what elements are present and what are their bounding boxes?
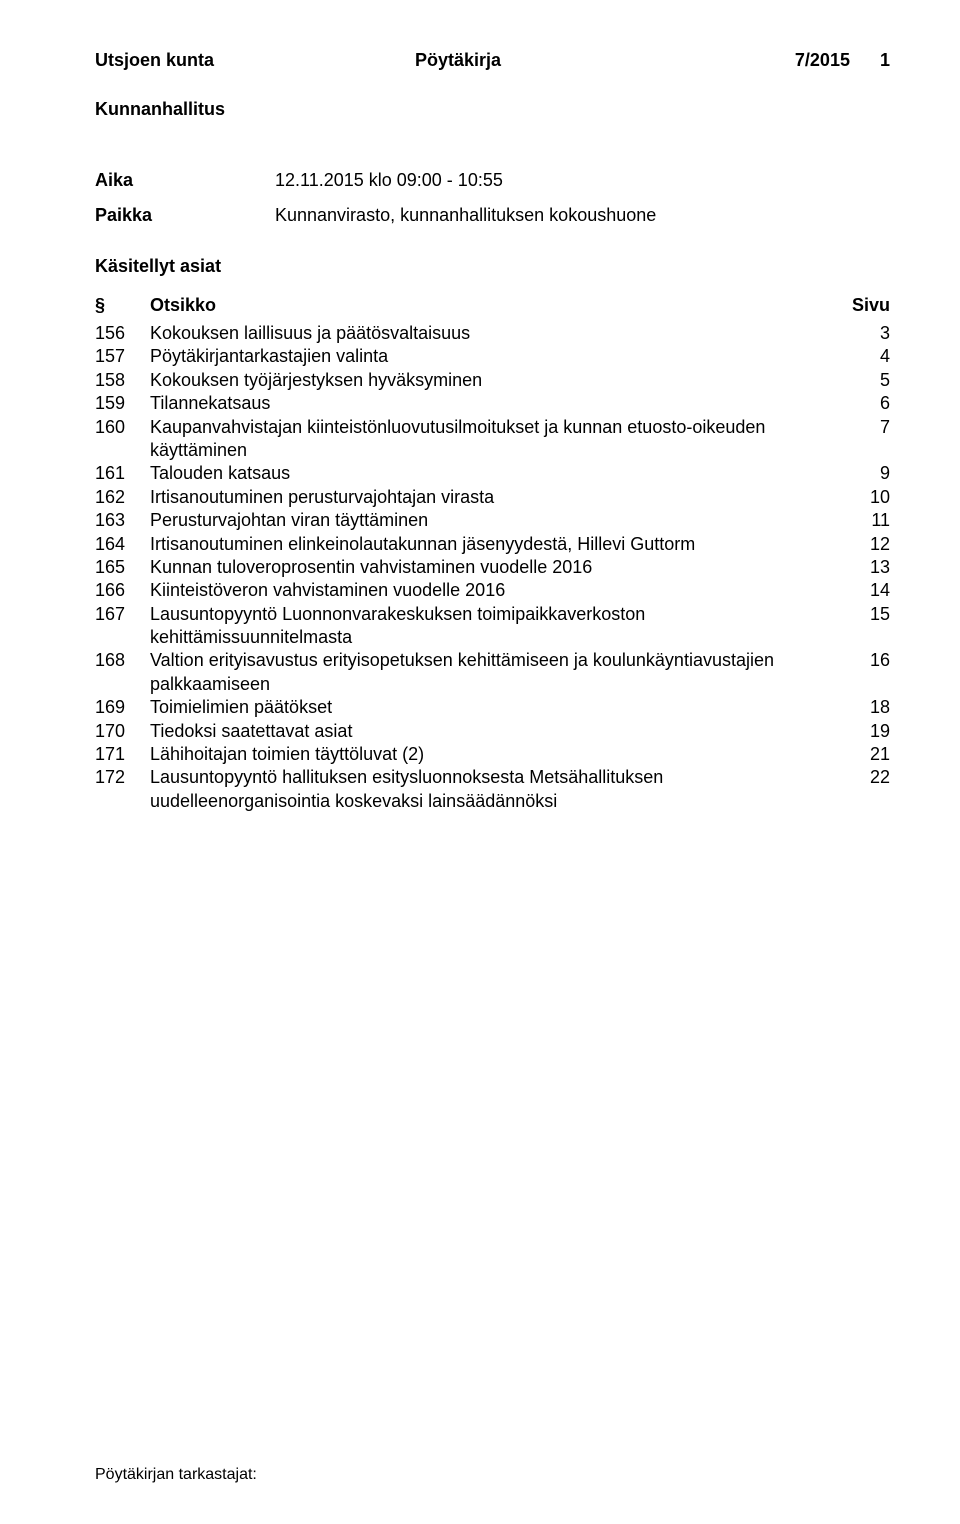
toc-item-num: 163 (95, 509, 150, 532)
toc-item-title: Kokouksen laillisuus ja päätösvaltaisuus (150, 322, 830, 345)
toc-item-num: 157 (95, 345, 150, 368)
meta-place-value: Kunnanvirasto, kunnanhallituksen kokoush… (275, 205, 890, 226)
toc-item-title: Kaupanvahvistajan kiinteistönluovutusilm… (150, 416, 830, 463)
toc-item-page: 7 (830, 416, 890, 439)
toc-item-num: 158 (95, 369, 150, 392)
toc-row: 168Valtion erityisavustus erityisopetuks… (95, 649, 890, 696)
toc-item-title: Lähihoitajan toimien täyttöluvat (2) (150, 743, 830, 766)
doc-page-number: 1 (880, 50, 890, 70)
doc-number-page: 7/2015 1 (675, 50, 890, 71)
toc-body: 156Kokouksen laillisuus ja päätösvaltais… (95, 322, 890, 813)
toc-row: 169Toimielimien päätökset18 (95, 696, 890, 719)
toc-item-title: Talouden katsaus (150, 462, 830, 485)
toc-head-num: § (95, 295, 150, 316)
toc-item-num: 171 (95, 743, 150, 766)
toc-item-page: 14 (830, 579, 890, 602)
toc-item-page: 10 (830, 486, 890, 509)
toc-row: 158Kokouksen työjärjestyksen hyväksymine… (95, 369, 890, 392)
toc-item-num: 167 (95, 603, 150, 626)
org-name: Utsjoen kunta (95, 50, 415, 71)
toc-row: 157Pöytäkirjantarkastajien valinta4 (95, 345, 890, 368)
toc-row: 162Irtisanoutuminen perusturvajohtajan v… (95, 486, 890, 509)
subheading: Kunnanhallitus (95, 99, 890, 120)
toc-item-num: 161 (95, 462, 150, 485)
doc-number: 7/2015 (795, 50, 850, 70)
toc-row: 160Kaupanvahvistajan kiinteistönluovutus… (95, 416, 890, 463)
toc-item-title: Irtisanoutuminen elinkeinolautakunnan jä… (150, 533, 830, 556)
toc-item-num: 162 (95, 486, 150, 509)
toc-row: 164Irtisanoutuminen elinkeinolautakunnan… (95, 533, 890, 556)
toc-item-page: 19 (830, 720, 890, 743)
toc-item-num: 164 (95, 533, 150, 556)
toc-head-title: Otsikko (150, 295, 830, 316)
toc-row: 171Lähihoitajan toimien täyttöluvat (2)2… (95, 743, 890, 766)
toc-row: 165Kunnan tuloveroprosentin vahvistamine… (95, 556, 890, 579)
toc-item-title: Pöytäkirjantarkastajien valinta (150, 345, 830, 368)
toc-item-title: Lausuntopyyntö Luonnonvarakeskuksen toim… (150, 603, 830, 650)
toc-head-page: Sivu (830, 295, 890, 316)
toc-row: 161Talouden katsaus9 (95, 462, 890, 485)
doc-header: Utsjoen kunta Pöytäkirja 7/2015 1 (95, 50, 890, 71)
toc-item-page: 11 (830, 509, 890, 532)
toc-row: 172Lausuntopyyntö hallituksen esitysluon… (95, 766, 890, 813)
toc-item-title: Lausuntopyyntö hallituksen esitysluonnok… (150, 766, 830, 813)
doc-type: Pöytäkirja (415, 50, 675, 71)
toc-row: 163Perusturvajohtan viran täyttäminen11 (95, 509, 890, 532)
footer-text: Pöytäkirjan tarkastajat: (95, 1466, 257, 1484)
toc-item-title: Perusturvajohtan viran täyttäminen (150, 509, 830, 532)
toc-item-page: 13 (830, 556, 890, 579)
toc-item-num: 169 (95, 696, 150, 719)
toc-item-page: 16 (830, 649, 890, 672)
toc-row: 156Kokouksen laillisuus ja päätösvaltais… (95, 322, 890, 345)
toc-item-page: 18 (830, 696, 890, 719)
toc-item-page: 9 (830, 462, 890, 485)
meta-time-label: Aika (95, 170, 275, 191)
toc-head: § Otsikko Sivu (95, 295, 890, 316)
meta-place-label: Paikka (95, 205, 275, 226)
toc-item-title: Tiedoksi saatettavat asiat (150, 720, 830, 743)
toc-row: 166Kiinteistöveron vahvistaminen vuodell… (95, 579, 890, 602)
toc-item-title: Irtisanoutuminen perusturvajohtajan vira… (150, 486, 830, 509)
toc-row: 170Tiedoksi saatettavat asiat19 (95, 720, 890, 743)
toc-item-title: Kunnan tuloveroprosentin vahvistaminen v… (150, 556, 830, 579)
toc-item-num: 168 (95, 649, 150, 672)
toc-item-num: 170 (95, 720, 150, 743)
toc-item-num: 160 (95, 416, 150, 439)
toc-item-title: Kokouksen työjärjestyksen hyväksyminen (150, 369, 830, 392)
toc-item-num: 156 (95, 322, 150, 345)
toc-item-page: 22 (830, 766, 890, 789)
meta-place-row: Paikka Kunnanvirasto, kunnanhallituksen … (95, 205, 890, 226)
toc-item-page: 4 (830, 345, 890, 368)
section-title: Käsitellyt asiat (95, 256, 890, 277)
toc-item-page: 5 (830, 369, 890, 392)
meta-time-value: 12.11.2015 klo 09:00 - 10:55 (275, 170, 890, 191)
meta-time-row: Aika 12.11.2015 klo 09:00 - 10:55 (95, 170, 890, 191)
toc-item-page: 21 (830, 743, 890, 766)
toc-item-page: 12 (830, 533, 890, 556)
toc-item-num: 172 (95, 766, 150, 789)
toc-row: 159Tilannekatsaus6 (95, 392, 890, 415)
toc-item-page: 3 (830, 322, 890, 345)
toc-item-page: 6 (830, 392, 890, 415)
toc-item-title: Valtion erityisavustus erityisopetuksen … (150, 649, 830, 696)
toc-item-num: 159 (95, 392, 150, 415)
toc-item-page: 15 (830, 603, 890, 626)
toc-row: 167Lausuntopyyntö Luonnonvarakeskuksen t… (95, 603, 890, 650)
page: Utsjoen kunta Pöytäkirja 7/2015 1 Kunnan… (0, 0, 960, 1524)
toc-item-title: Kiinteistöveron vahvistaminen vuodelle 2… (150, 579, 830, 602)
toc-item-num: 166 (95, 579, 150, 602)
toc-item-title: Tilannekatsaus (150, 392, 830, 415)
toc-item-num: 165 (95, 556, 150, 579)
toc-item-title: Toimielimien päätökset (150, 696, 830, 719)
